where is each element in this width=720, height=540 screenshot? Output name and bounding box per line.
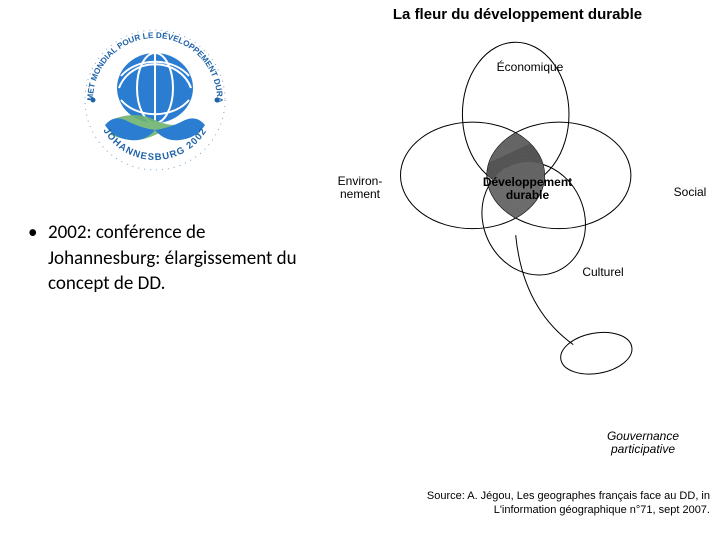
label-core: Développement durable: [475, 176, 580, 202]
flower-diagram: La fleur du développement durable: [315, 0, 720, 540]
label-economique: Économique: [490, 60, 570, 74]
source-line-2: L'information géographique n°71, sept 20…: [494, 504, 710, 516]
source-line-1: Source: A. Jégou, Les geographes françai…: [427, 490, 710, 502]
leaf-gouvernance: [557, 327, 635, 379]
slide: SOMMET MONDIAL POUR LE DÉVELOPPEMENT DUR…: [0, 0, 720, 540]
diagram-title: La fleur du développement durable: [315, 6, 720, 23]
venn-flower: [315, 35, 720, 395]
label-environnement: Environ-nement: [330, 175, 390, 200]
label-social: Social: [665, 185, 715, 199]
bullet-2002: 2002: conférence de Johannesburg: élargi…: [48, 220, 303, 297]
globe-icon: [117, 53, 193, 123]
label-gouvernance: Gouvernance participative: [593, 430, 693, 456]
summit-logo: SOMMET MONDIAL POUR LE DÉVELOPPEMENT DUR…: [75, 20, 235, 180]
stem: [516, 235, 574, 344]
source-citation: Source: A. Jégou, Les geographes françai…: [315, 490, 720, 518]
label-culturel: Culturel: [573, 265, 633, 279]
